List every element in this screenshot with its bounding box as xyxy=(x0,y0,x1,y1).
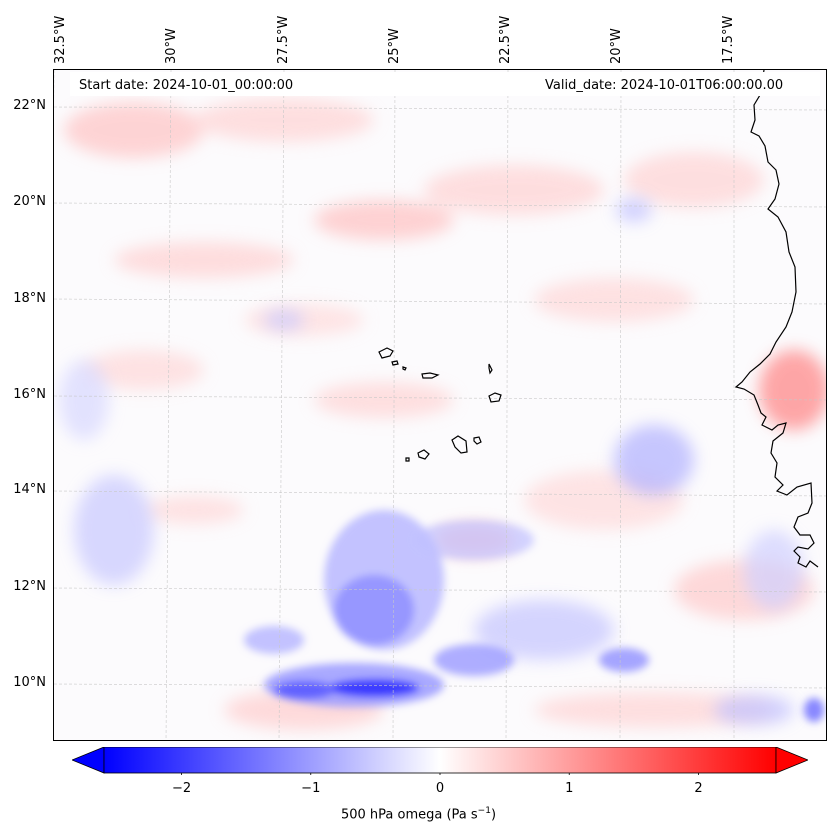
lon-label-20w: 20°W xyxy=(609,28,624,64)
africa-coastline xyxy=(734,70,819,568)
colorbar-label-close: ) xyxy=(490,807,497,823)
colorbar-tick-4: 2 xyxy=(694,781,703,796)
lon-label-17.5w: 17.5°W xyxy=(721,15,736,64)
colorbar-label-text: 500 hPa omega (Pa s xyxy=(340,807,478,823)
colorbar-label: 500 hPa omega (Pa s−1) xyxy=(0,806,837,822)
negative-omega-region xyxy=(59,198,804,725)
map-panel[interactable] xyxy=(53,69,827,741)
colorbar-tick-2: 0 xyxy=(435,781,445,796)
colorbar-min-extend xyxy=(72,747,105,774)
lon-label-30w: 30°W xyxy=(164,28,179,64)
lat-label-10n: 10°N xyxy=(13,675,46,690)
start-date-label: Start date: 2024-10-01_00:00:00 xyxy=(77,78,296,93)
cape-verde-islands xyxy=(378,347,502,462)
colorbar-tick-3: 1 xyxy=(565,781,574,796)
colorbar-tickmarks xyxy=(181,773,699,775)
colorbar-tick-1: −1 xyxy=(301,781,321,796)
colorbar-gradient xyxy=(103,747,777,774)
colorbar-tick-0: −2 xyxy=(171,781,192,796)
lon-label-27.5w: 27.5°W xyxy=(276,15,291,64)
colorbar-max-extend xyxy=(775,747,808,774)
valid-date-label: Valid_date: 2024-10-01T06:00:00.00 xyxy=(543,78,786,93)
colorbar-label-exponent: −1 xyxy=(477,806,491,816)
omega-field xyxy=(54,70,826,740)
lat-label-12n: 12°N xyxy=(13,579,46,594)
lat-label-22n: 22°N xyxy=(13,98,46,113)
lon-label-25w: 25°W xyxy=(387,28,402,64)
lat-label-20n: 20°N xyxy=(13,194,46,209)
colorbar xyxy=(72,747,808,775)
lat-label-14n: 14°N xyxy=(13,482,46,497)
lon-label-22.5w: 22.5°W xyxy=(498,15,513,64)
graticule xyxy=(54,70,826,740)
convective-cluster xyxy=(244,510,824,722)
lon-label-32.5w: 32.5°W xyxy=(53,15,68,64)
lat-label-18n: 18°N xyxy=(13,291,46,306)
lat-label-16n: 16°N xyxy=(13,387,46,402)
